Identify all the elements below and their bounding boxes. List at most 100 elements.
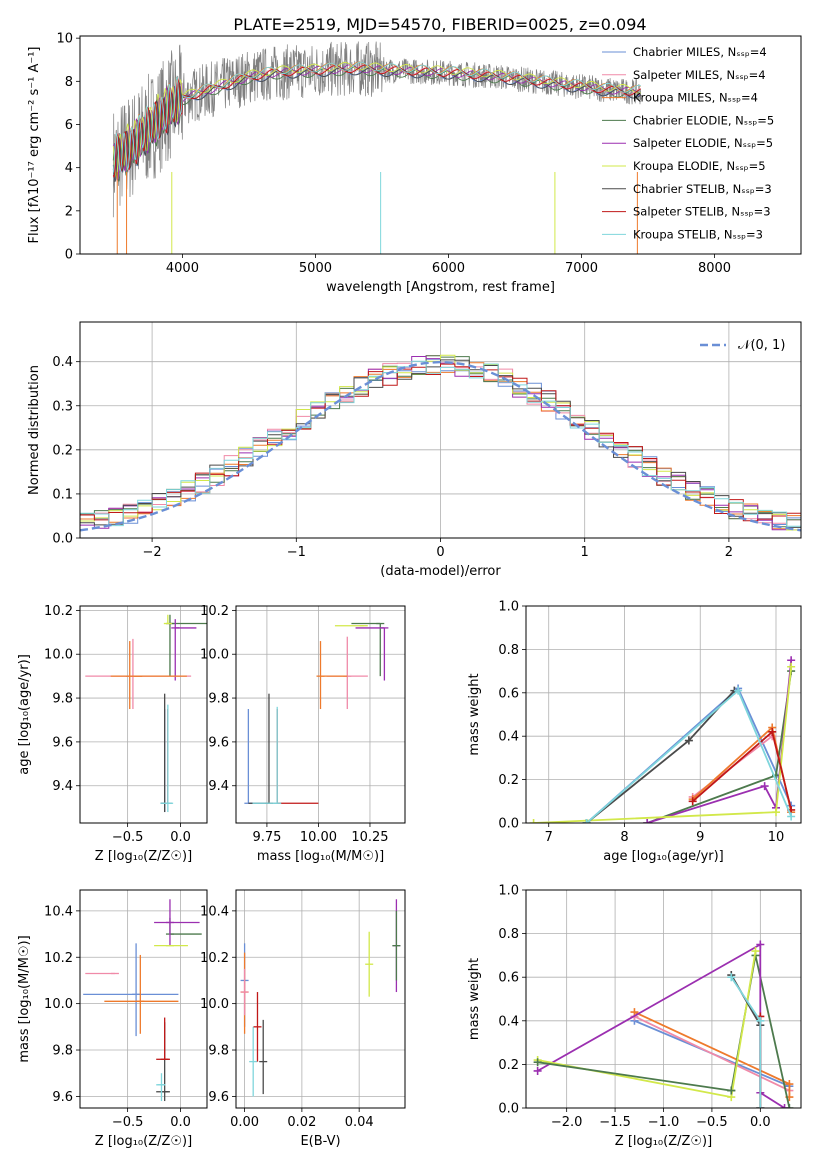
legend-label-kroupa_miles: Kroupa MILES, Nₛₛₚ=4 [633,91,758,105]
y-tick-label: 0 [65,248,73,263]
axes-frame [79,321,802,539]
y-tick-label: 0.8 [498,643,519,658]
legend-label-salpeter_elodie: Salpeter ELODIE, Nₛₛₚ=5 [633,136,773,150]
y-tick-label: 10.2 [200,604,229,619]
axes-frame [79,889,208,1109]
series-marker-salpeter_stelib [768,727,777,736]
y-tick-label: 10.2 [44,604,73,619]
series-marker-salpeter_elodie [643,819,652,823]
series-marker-kroupa_stelib [727,973,736,982]
y-tick-label: 0.1 [52,487,73,502]
y-axis-label: mass weight [467,958,482,1040]
x-tick-label: 6000 [432,261,465,276]
x-tick-label: 0.0 [170,830,191,845]
plot-area-residuals [80,354,801,532]
histogram-kroupa_stelib [80,360,801,527]
legend-label-kroupa_elodie: Kroupa ELODIE, Nₛₛₚ=5 [633,159,766,173]
y-axis-label: Flux [fλ10⁻¹⁷ erg cm⁻² s⁻¹ A⁻¹] [27,47,42,244]
axes-frame [79,605,208,824]
x-axis-label: age [log₁₀(age/yr)] [603,849,724,864]
plot-area-weight-vs-Z [533,940,794,1108]
x-tick-label: 10.00 [300,830,337,845]
legend-label-chabrier_miles: Chabrier MILES, Nₛₛₚ=4 [633,45,767,59]
plot-area-mass-vs-EBV [240,899,401,1097]
series-line-kroupa_stelib [586,689,793,823]
y-tick-label: 0.2 [498,1058,519,1073]
series-marker-kroupa_stelib [787,812,796,821]
model-line-kroupa_elodie [112,62,641,179]
series-marker-chabrier_stelib [684,736,693,745]
y-tick-label: 0.0 [498,817,519,832]
x-tick-label: 1 [581,545,589,560]
y-tick-label: 10.2 [44,951,73,966]
legend-label-chabrier_elodie: Chabrier ELODIE, Nₛₛₚ=5 [633,113,774,127]
figure-title: PLATE=2519, MJD=54570, FIBERID=0025, z=0… [233,15,646,34]
y-tick-label: 6 [65,118,73,133]
x-tick-label: 7 [545,830,553,845]
y-tick-label: 10.0 [200,997,229,1012]
y-tick-label: 9.6 [208,735,229,750]
x-axis-label: Z [log₁₀(Z/Z☉)] [95,849,192,864]
series-marker-kroupa_elodie [529,819,538,823]
panel-mass-vs-Z: −0.5 0.0 9.6 9.8 10.0 10.2 10.4 Z [log₁₀(Z/Z☉)]… [17,889,208,1149]
x-tick-label: 5000 [299,261,332,276]
y-tick-label: 0.0 [52,532,73,547]
series-marker-kroupa_miles [630,1008,639,1017]
y-tick-label: 10.0 [200,648,229,663]
x-tick-label: 7000 [565,261,598,276]
x-tick-label: 8000 [698,261,731,276]
y-tick-label: 0.3 [52,399,73,414]
y-tick-label: 8 [65,75,73,90]
x-tick-label: 2 [725,545,733,560]
y-tick-label: 9.4 [52,779,73,794]
y-axis-label: mass weight [467,673,482,755]
x-tick-label: −2.0 [551,1115,583,1130]
y-axis-label: age [log₁₀(age/yr)] [17,654,32,775]
model-line-salpeter_elodie [112,64,642,182]
legend-label-salpeter_stelib: Salpeter STELIB, Nₛₛₚ=3 [633,205,771,219]
x-tick-label: 8 [620,830,628,845]
x-tick-label: 9.75 [252,830,281,845]
series-marker-salpeter_stelib [688,797,697,806]
y-tick-label: 10 [56,32,73,47]
x-tick-label: 10.25 [351,830,388,845]
x-tick-label: −2 [143,545,162,560]
panel-weight-vs-Z: −2.0 −1.5 −1.0 −0.5 0.0 0.0 0.2 0.4 0.6 0.8 1.0 Z [… [467,884,802,1149]
x-axis-label: Z [log₁₀(Z/Z☉)] [615,1134,712,1149]
y-tick-label: 0.2 [498,773,519,788]
x-axis-label: Z [log₁₀(Z/Z☉)] [95,1134,192,1149]
y-tick-label: 4 [65,161,73,176]
series-marker-kroupa_stelib [756,1104,765,1108]
x-tick-label: −1.0 [648,1115,680,1130]
series-marker-salpeter_elodie [756,940,765,949]
y-tick-label: 1.0 [498,884,519,899]
y-tick-label: 9.8 [52,692,73,707]
panel-mass-vs-EBV: 0.00 0.02 0.04 9.6 9.8 10.0 10.2 10.4 E(B-V) [200,889,406,1149]
y-tick-label: 0.8 [498,927,519,942]
x-tick-label: 9 [696,830,704,845]
panel-age-vs-Z: −0.5 0.0 9.4 9.6 9.8 10.0 10.2 Z [log₁₀(Z/Z☉)] a… [17,604,208,864]
series-line-chabrier_stelib [730,974,762,1108]
series-marker-kroupa_elodie [751,947,760,956]
plot-area-mass-vs-Z [83,899,202,1102]
x-tick-label: −1.5 [599,1115,631,1130]
y-tick-label: 0.6 [498,971,519,986]
x-tick-label: 0.02 [287,1115,316,1130]
y-tick-label: 10.0 [44,648,73,663]
panel-age-vs-mass: 9.75 10.00 10.25 9.4 9.6 9.8 10.0 10.2 mass [log… [200,604,406,864]
y-tick-label: 0.4 [498,1014,519,1029]
series-marker-kroupa_miles [785,1080,794,1089]
y-tick-label: 0.2 [52,443,73,458]
y-tick-label: 9.8 [208,692,229,707]
y-tick-label: 0.4 [498,730,519,745]
x-tick-label: −0.5 [112,830,144,845]
series-line-salpeter_miles [634,1015,790,1092]
y-tick-label: 2 [65,204,73,219]
x-tick-label: 0.00 [230,1115,259,1130]
x-tick-label: −0.5 [696,1115,728,1130]
y-tick-label: 9.6 [52,1090,73,1105]
y-tick-label: 1.0 [498,600,519,615]
x-axis-label: E(B-V) [300,1134,340,1149]
series-marker-salpeter_elodie [780,1104,789,1108]
